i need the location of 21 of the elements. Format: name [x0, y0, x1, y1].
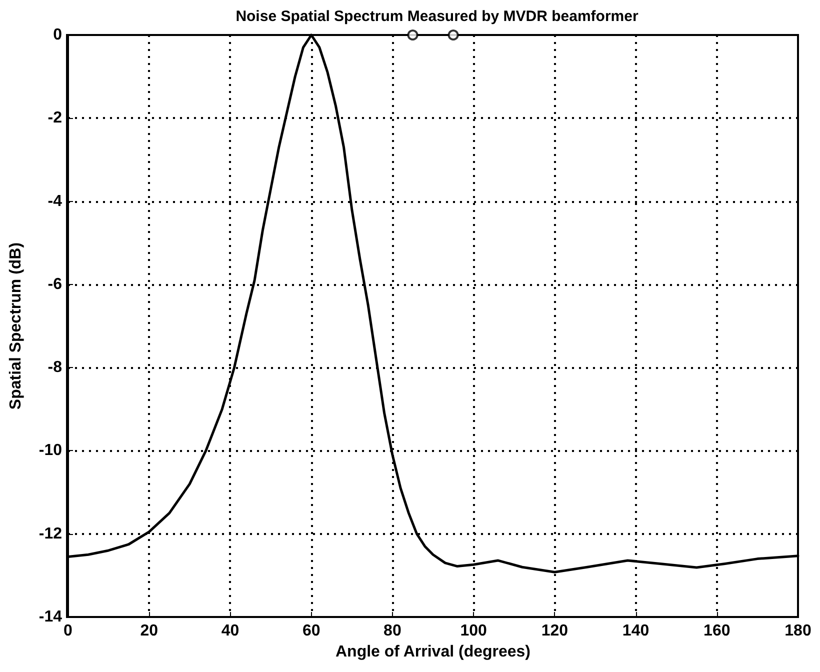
y-tick-label: -14	[38, 608, 62, 626]
x-tick-label: 180	[784, 622, 812, 640]
x-tick-label: 0	[64, 622, 73, 640]
x-tick-label: 100	[460, 622, 487, 640]
y-tick-label: 0	[53, 26, 62, 44]
x-tick-label: 120	[541, 622, 568, 640]
x-tick-label: 80	[384, 622, 402, 640]
chart-title: Noise Spatial Spectrum Measured by MVDR beamformer	[236, 8, 638, 25]
x-tick-label: 140	[622, 622, 650, 640]
y-tick-label: -10	[38, 442, 62, 460]
y-tick-label: -12	[38, 525, 62, 542]
x-tick-label: 40	[221, 622, 240, 640]
y-tick-label: -4	[48, 192, 62, 210]
x-tick-label: 160	[704, 622, 730, 640]
x-tick-label: 20	[140, 622, 158, 640]
x-tick-label: 60	[302, 622, 320, 640]
y-tick-label: -2	[48, 110, 62, 127]
y-tick-label: -6	[48, 276, 62, 293]
y-axis-title: Spatial Spectrum (dB)	[8, 242, 24, 410]
x-axis-title: Angle of Arrival (degrees)	[335, 643, 531, 660]
y-tick-label: -8	[48, 359, 62, 376]
